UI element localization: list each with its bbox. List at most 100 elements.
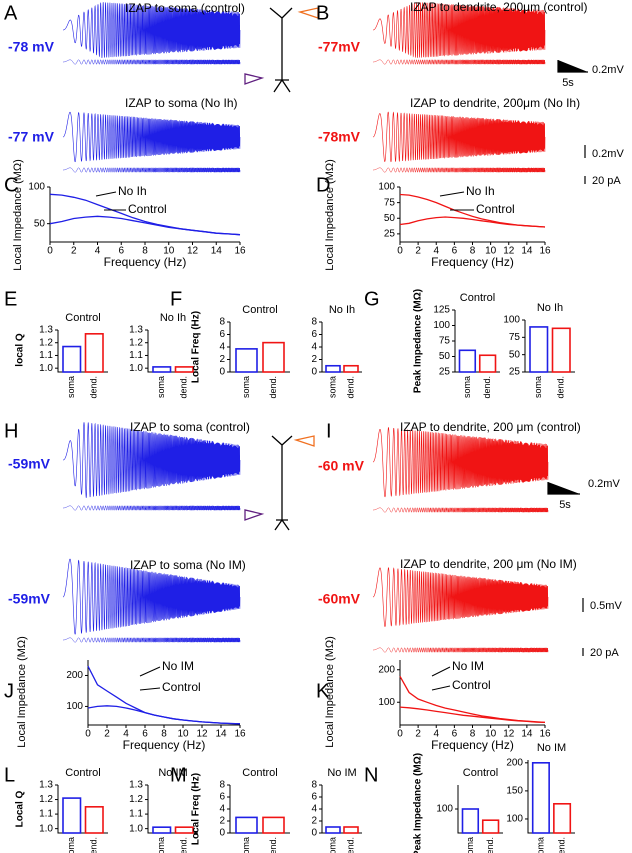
x-tick-label: 14 [211,246,223,257]
x-tick-label: 4 [123,729,129,740]
x-tick-label: 6 [142,729,148,740]
x-tick-label: 10 [163,246,175,257]
category-label: soma [66,376,76,398]
current-trace [63,504,241,512]
current-trace [373,506,549,514]
y-tick-label: 125 [433,305,450,316]
category-label: dend. [556,837,566,853]
category-label: soma [327,837,337,853]
category-label: soma [156,837,166,853]
panel-label: D [316,174,330,196]
y-axis-label: Peak Impedance (MΩ) [413,753,424,853]
scale-bar-label: 0.2mV [592,64,624,76]
bar [62,797,82,834]
y-tick-label: 0 [311,367,317,378]
bar [343,364,359,373]
y-tick-label: 100 [378,182,395,193]
y-tick-label: 100 [503,315,520,326]
y-tick-label: 1.0 [39,823,53,834]
x-tick-label: 8 [161,729,167,740]
series-label: No IM [162,659,194,673]
category-label: dend. [268,837,278,853]
category-label: dend. [179,837,189,853]
panel-label: J [4,680,14,702]
membrane-potential: -59mV [8,456,51,472]
axis-line [321,785,362,834]
voltage-trace [62,558,241,635]
panel-label: I [326,420,332,442]
category-label: dend. [268,376,278,399]
membrane-potential: -60 mV [318,458,365,474]
y-axis-label: Local Q [15,790,26,827]
x-tick-label: 6 [118,246,124,257]
scale-bar-label: 20 pA [592,175,621,187]
chart-title: No IM [537,742,566,754]
y-tick-label: 200 [506,757,523,768]
x-tick-label: 12 [503,246,515,257]
y-tick-label: 4 [219,342,225,353]
category-label: dend. [89,376,99,399]
x-tick-label: 10 [485,729,497,740]
x-tick-label: 16 [234,729,246,740]
impedance-line [87,705,241,725]
y-tick-label: 8 [219,780,225,791]
label-leader [95,191,117,197]
x-tick-label: 4 [95,246,101,257]
series-label: Control [128,202,167,216]
category-label: soma [327,376,337,398]
x-tick-label: 12 [503,729,515,740]
y-axis-label: Local Impedance (MΩ) [16,636,28,748]
x-tick-label: 0 [85,729,91,740]
chart-title: Control [65,767,100,779]
bar [84,333,104,373]
bar [62,345,82,373]
trace-title: IZAP to dendrite, 200μm (No Ih) [410,96,580,110]
membrane-potential: -77 mV [8,129,55,145]
y-tick-label: 8 [219,317,225,328]
chart-title: No Ih [160,312,186,324]
label-leader [431,666,451,677]
axis-line [57,785,108,834]
y-tick-label: 150 [506,786,523,797]
x-axis-label: Frequency (Hz) [431,255,514,269]
y-tick-label: 1.2 [39,794,53,805]
panel-label: B [316,2,329,24]
y-tick-label: 100 [66,701,83,712]
y-tick-label: 6 [219,792,225,803]
y-tick-label: 1.0 [129,363,143,374]
label-leader [431,685,451,691]
bar [152,366,172,373]
trace-title: IZAP to dendrite, 200μm (control) [410,0,587,14]
membrane-potential: -78mV [318,129,361,145]
y-tick-label: 4 [219,804,225,815]
y-tick-label: 6 [311,792,317,803]
category-label: soma [462,376,472,398]
y-tick-label: 100 [436,804,453,815]
panel-label: N [364,764,378,786]
y-tick-label: 1.2 [129,337,143,348]
x-tick-label: 8 [470,246,476,257]
x-tick-label: 0 [47,246,53,257]
y-tick-label: 75 [439,336,451,347]
chart-title: No IM [158,767,187,779]
y-tick-label: 1.2 [129,794,143,805]
y-axis-label: Peak Impedance (MΩ) [413,289,424,393]
y-tick-label: 1.3 [129,780,143,791]
chart-title: No Ih [537,302,563,314]
chart-title: Control [463,767,498,779]
category-label: soma [241,376,251,398]
label-leader [139,687,161,691]
y-tick-label: 8 [311,780,317,791]
category-label: dend. [485,837,495,853]
y-tick-label: 75 [384,197,396,208]
y-tick-label: 25 [384,229,396,240]
axis-line [527,760,575,834]
bar [84,806,104,834]
y-tick-label: 1.3 [129,325,143,336]
y-tick-label: 0 [219,828,225,839]
bar [529,326,549,373]
x-tick-label: 14 [521,246,533,257]
y-tick-label: 8 [311,317,317,328]
category-label: soma [156,376,166,398]
axis-line [229,322,290,373]
